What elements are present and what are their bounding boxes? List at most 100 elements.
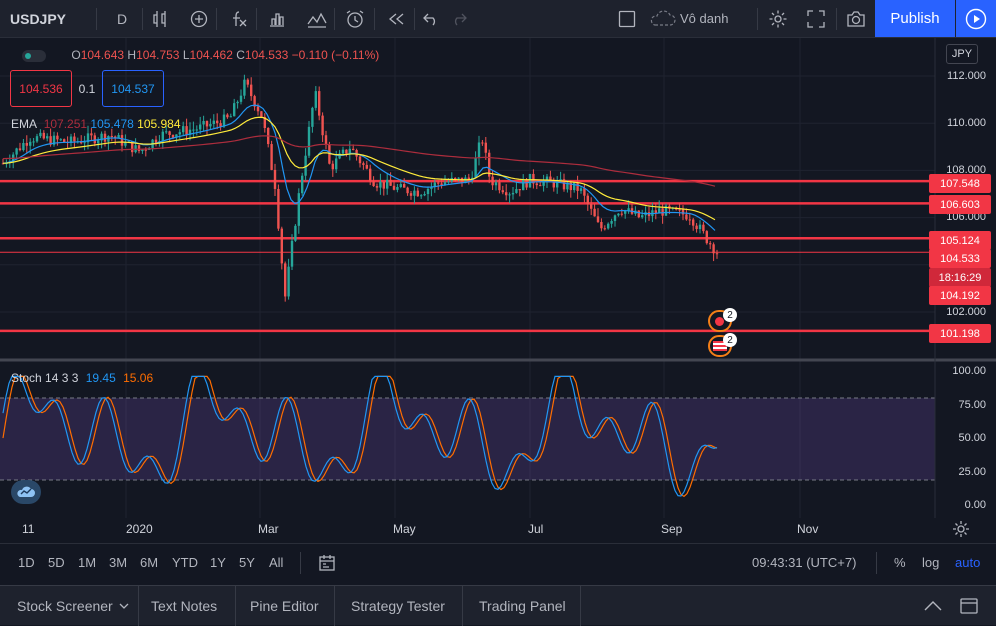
play-icon[interactable]	[956, 0, 996, 37]
price-tag: 107.548	[929, 174, 991, 193]
replay-icon[interactable]	[382, 0, 410, 37]
gear-icon[interactable]	[764, 0, 792, 37]
divider	[757, 8, 758, 30]
range-1d[interactable]: 1D	[18, 555, 35, 570]
range-3m[interactable]: 3M	[109, 555, 128, 570]
candle-body	[491, 176, 494, 186]
candle-body	[294, 225, 297, 241]
range-5d[interactable]: 5D	[48, 555, 65, 570]
candle-body	[110, 135, 113, 137]
currency-label[interactable]: JPY	[946, 44, 978, 64]
percent-toggle[interactable]: %	[894, 555, 906, 570]
countdown-tag: 18:16:29	[929, 268, 991, 287]
chart-canvas[interactable]	[0, 38, 996, 518]
candle-body	[617, 213, 620, 216]
candle-body	[182, 126, 185, 133]
symbol-search[interactable]: USDJPY	[10, 10, 67, 27]
bottom-panel-tabs: Stock Screener Text Notes Pine Editor St…	[0, 585, 996, 626]
clock[interactable]: 09:43:31 (UTC+7)	[752, 555, 857, 570]
divider	[96, 8, 97, 30]
candle-body	[477, 142, 481, 158]
collapse-panel-icon[interactable]	[924, 586, 942, 626]
candle-body	[518, 189, 521, 191]
range-1m[interactable]: 1M	[78, 555, 97, 570]
range-6m[interactable]: 6M	[140, 555, 159, 570]
tab-strategy-tester[interactable]: Strategy Tester	[351, 586, 445, 626]
candle-body	[345, 149, 348, 154]
candle-body	[515, 189, 518, 193]
goto-date-icon[interactable]	[318, 554, 336, 577]
stoch-label: Stoch 14 3 3	[11, 371, 79, 385]
axis-settings-icon[interactable]	[952, 520, 970, 543]
event-badge-icon[interactable]: 2	[708, 308, 737, 332]
candle-body	[331, 163, 334, 170]
range-all[interactable]: All	[269, 555, 284, 570]
compare-icon[interactable]	[186, 0, 212, 37]
candle-body	[304, 155, 307, 176]
ema-line-slow	[2, 135, 716, 187]
stoch-tick: 100.00	[952, 365, 986, 377]
candle-body	[454, 177, 457, 179]
candle-body	[29, 141, 32, 146]
fullscreen-icon[interactable]	[802, 0, 830, 37]
candle-body	[49, 136, 52, 145]
candle-body	[335, 158, 338, 170]
maximize-panel-icon[interactable]	[960, 586, 978, 626]
indicator-chart-icon[interactable]	[303, 0, 331, 37]
range-5y[interactable]: 5Y	[239, 555, 255, 570]
candle-body	[535, 183, 538, 186]
candle-body	[253, 96, 256, 107]
event-count: 2	[723, 308, 737, 322]
layout-name-button[interactable]: Vô danh	[648, 0, 758, 37]
candle-body	[117, 135, 120, 139]
log-toggle[interactable]: log	[922, 555, 940, 570]
candle-body	[484, 142, 487, 153]
candle-body	[474, 157, 477, 178]
tab-text-notes[interactable]: Text Notes	[151, 586, 217, 626]
candle-body	[613, 215, 617, 222]
top-toolbar: USDJPY D Vô danh	[0, 0, 996, 38]
price-tick: 110.000	[947, 117, 986, 129]
select-layout-icon[interactable]	[614, 0, 640, 37]
candle-body	[658, 208, 661, 214]
candle-body	[59, 139, 62, 141]
camera-icon[interactable]	[842, 0, 870, 37]
candle-body	[498, 182, 501, 191]
range-ytd[interactable]: YTD	[172, 555, 198, 570]
templates-icon[interactable]	[264, 0, 290, 37]
candle-body	[171, 134, 175, 138]
us-flag-event-icon[interactable]: 2	[708, 333, 737, 357]
candle-body	[396, 187, 399, 190]
tab-stock-screener[interactable]: Stock Screener	[17, 586, 129, 626]
auto-toggle[interactable]: auto	[955, 555, 981, 570]
bar-style-icon[interactable]	[148, 0, 174, 37]
candle-body	[709, 243, 712, 245]
candle-body	[362, 163, 365, 165]
candle-body	[562, 179, 566, 190]
candle-body	[426, 188, 430, 195]
tab-pine-editor[interactable]: Pine Editor	[250, 586, 318, 626]
range-1y[interactable]: 1Y	[210, 555, 226, 570]
visibility-toggle[interactable]	[22, 49, 46, 62]
interval-button[interactable]: D	[116, 10, 128, 27]
divider	[462, 586, 463, 626]
tab-label: Pine Editor	[250, 598, 319, 614]
tab-trading-panel[interactable]: Trading Panel	[479, 586, 566, 626]
undo-icon[interactable]	[418, 0, 444, 37]
fx-icon[interactable]	[226, 0, 252, 37]
candle-body	[440, 183, 443, 185]
publish-button[interactable]: Publish	[875, 0, 955, 37]
buy-button[interactable]: 104.537	[102, 70, 164, 107]
candle-body	[32, 141, 35, 143]
candle-body	[372, 181, 375, 187]
candle-body	[250, 84, 253, 97]
ema-value-2: 105.478	[90, 117, 134, 131]
candle-body	[69, 136, 73, 143]
sell-button[interactable]: 104.536	[10, 70, 72, 107]
divider	[374, 8, 375, 30]
stoch-tick: 75.00	[958, 399, 986, 411]
redo-icon[interactable]	[446, 0, 472, 37]
candle-body	[243, 79, 246, 96]
cloud-badge-icon[interactable]	[11, 480, 41, 504]
alarm-icon[interactable]	[341, 0, 369, 37]
